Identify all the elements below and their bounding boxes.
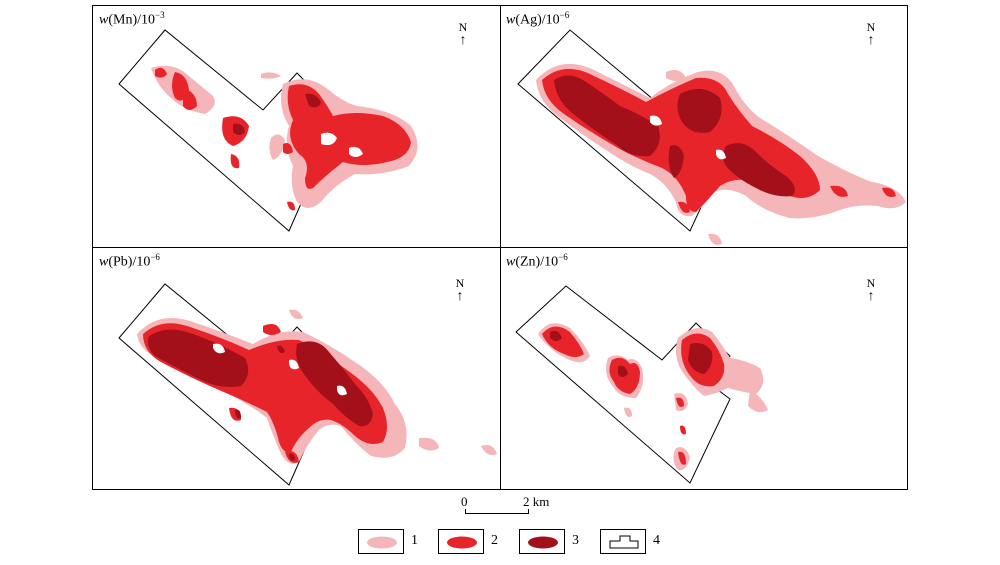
north-arrow: N ↑ xyxy=(864,20,878,48)
panel-title-pb: w(Pb)/10−6 xyxy=(99,252,160,270)
north-arrow-icon: ↑ xyxy=(459,33,467,48)
panel-pb: w(Pb)/10−6 N ↑ xyxy=(93,248,501,489)
anomaly-level3 xyxy=(554,75,795,197)
anomaly-level3 xyxy=(233,93,321,135)
panel-mn: w(Mn)/10−3 N ↑ xyxy=(93,6,501,248)
north-arrow-icon: ↑ xyxy=(867,33,875,48)
zn-map xyxy=(515,285,768,484)
panel-ag: w(Ag)/10−6 N ↑ xyxy=(500,6,907,248)
legend-swatch-1 xyxy=(367,536,397,549)
north-arrow-icon: ↑ xyxy=(456,289,464,304)
scale-bar: 0 2 km xyxy=(461,494,581,518)
panel-title-mn: w(Mn)/10−3 xyxy=(99,10,165,28)
north-arrow: N ↑ xyxy=(864,276,878,304)
ag-map xyxy=(517,29,906,245)
panel-zn: w(Zn)/10−6 N ↑ xyxy=(500,248,907,489)
north-arrow: N ↑ xyxy=(456,20,470,48)
scale-start: 0 xyxy=(461,494,468,509)
legend-swatch-2 xyxy=(447,536,477,549)
anomaly-holes xyxy=(213,343,347,396)
scale-bar-line xyxy=(465,509,529,514)
scale-end: 2 km xyxy=(523,494,550,509)
anomaly-holes xyxy=(321,132,363,157)
mn-map xyxy=(118,29,418,232)
panel-title-ag: w(Ag)/10−6 xyxy=(506,10,570,28)
panel-title-zn: w(Zn)/10−6 xyxy=(506,252,568,270)
map-grid: w(Mn)/10−3 N ↑ xyxy=(92,5,908,490)
legend: 1 2 3 4 xyxy=(0,529,1000,559)
north-arrow-icon: ↑ xyxy=(867,289,875,304)
anomaly-level3 xyxy=(550,330,713,377)
anomaly-holes xyxy=(650,115,726,160)
legend-swatch-4 xyxy=(609,535,639,549)
legend-swatch-3 xyxy=(528,536,558,549)
anomaly-level3 xyxy=(147,329,373,461)
north-arrow: N ↑ xyxy=(453,276,467,304)
survey-boundary xyxy=(515,285,731,484)
pb-map xyxy=(118,283,497,486)
